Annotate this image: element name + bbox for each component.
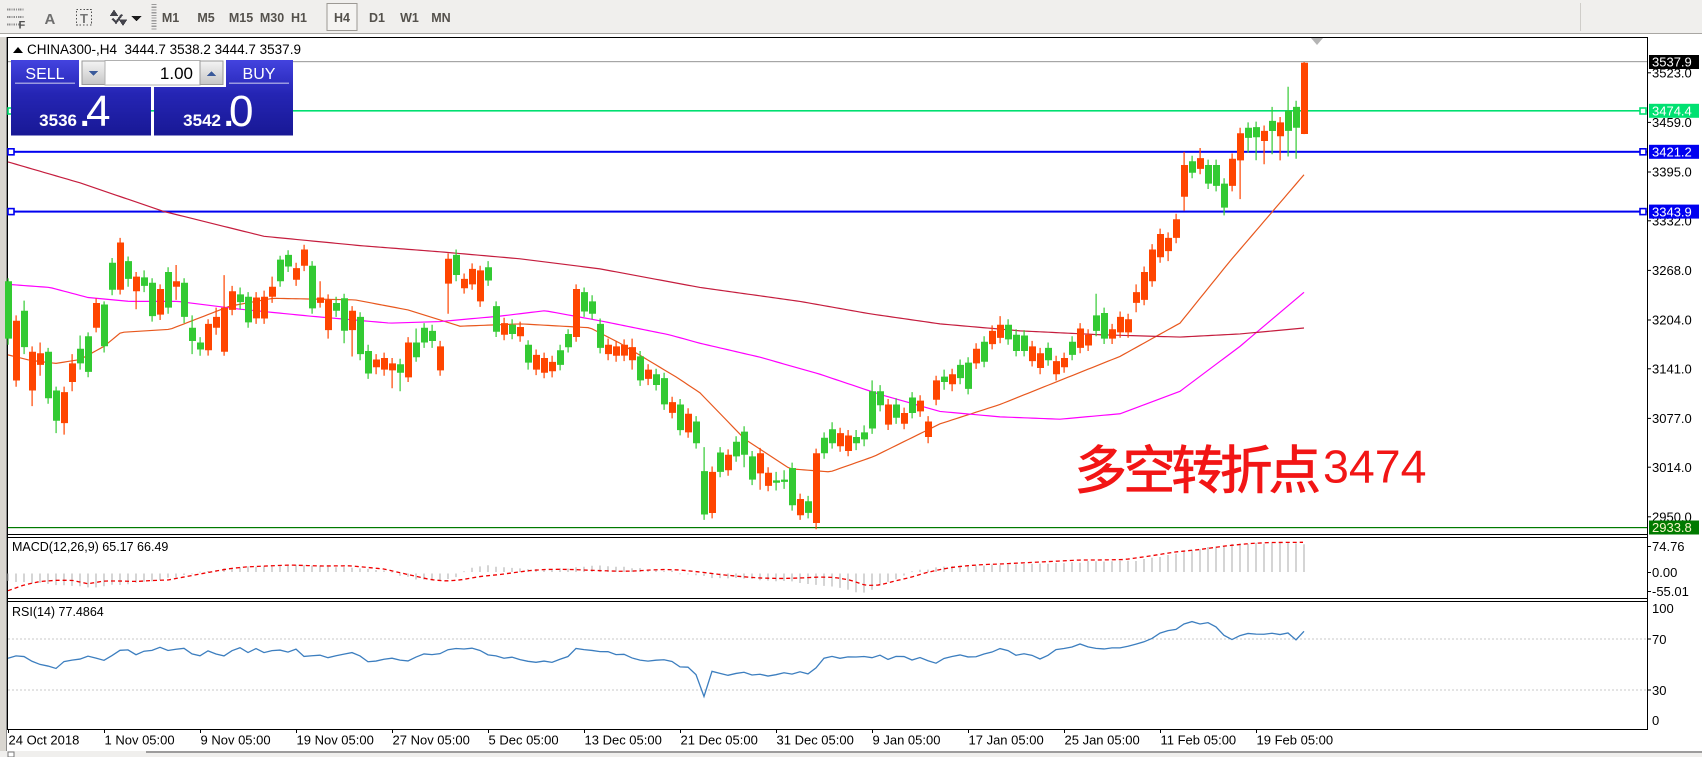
- svg-text:3459.0: 3459.0: [1652, 115, 1692, 130]
- svg-text:19 Nov 05:00: 19 Nov 05:00: [297, 733, 374, 748]
- svg-text:3523.0: 3523.0: [1652, 66, 1692, 81]
- svg-text:1 Nov 05:00: 1 Nov 05:00: [105, 733, 175, 748]
- svg-text:70: 70: [1652, 632, 1666, 647]
- svg-text:CHINA300-,H4 3444.7 3538.2 34: CHINA300-,H4 3444.7 3538.2 3444.7 3537.9: [27, 42, 301, 57]
- svg-text:9 Jan 05:00: 9 Jan 05:00: [873, 733, 941, 748]
- svg-text:1.00: 1.00: [160, 64, 193, 83]
- svg-text:A: A: [45, 11, 56, 28]
- svg-text:3474: 3474: [1323, 441, 1426, 493]
- svg-text:31 Dec 05:00: 31 Dec 05:00: [777, 733, 854, 748]
- svg-text:24 Oct 2018: 24 Oct 2018: [9, 733, 80, 748]
- svg-text:3077.0: 3077.0: [1652, 411, 1692, 426]
- svg-text:3395.0: 3395.0: [1652, 165, 1692, 180]
- svg-text:0: 0: [1652, 713, 1659, 728]
- svg-text:4: 4: [86, 87, 110, 136]
- svg-text:3204.0: 3204.0: [1652, 313, 1692, 328]
- svg-text:19 Feb 05:00: 19 Feb 05:00: [1257, 733, 1334, 748]
- svg-text:3474.4: 3474.4: [1652, 104, 1692, 119]
- svg-text:74.76: 74.76: [1652, 539, 1685, 554]
- svg-text:W1: W1: [400, 11, 419, 25]
- svg-text:RSI(14) 77.4864: RSI(14) 77.4864: [12, 605, 104, 619]
- svg-text:BUY: BUY: [243, 66, 276, 83]
- svg-text:3537.9: 3537.9: [1652, 55, 1692, 70]
- svg-text:.: .: [80, 96, 89, 134]
- svg-text:2933.8: 2933.8: [1652, 520, 1692, 535]
- svg-text:M30: M30: [260, 11, 284, 25]
- svg-text:3542: 3542: [183, 111, 221, 130]
- svg-text:T: T: [80, 11, 88, 26]
- svg-text:9 Nov 05:00: 9 Nov 05:00: [201, 733, 271, 748]
- svg-text:3268.0: 3268.0: [1652, 263, 1692, 278]
- svg-text:F: F: [19, 20, 26, 32]
- svg-text:13 Dec 05:00: 13 Dec 05:00: [585, 733, 662, 748]
- svg-text:30: 30: [1652, 683, 1666, 698]
- svg-text:3141.0: 3141.0: [1652, 362, 1692, 377]
- svg-text:11 Feb 05:00: 11 Feb 05:00: [1161, 733, 1237, 748]
- svg-text:D1: D1: [369, 11, 385, 25]
- svg-text:17 Jan 05:00: 17 Jan 05:00: [969, 733, 1044, 748]
- svg-text:3014.0: 3014.0: [1652, 460, 1692, 475]
- svg-text:100: 100: [1652, 601, 1674, 616]
- svg-text:0.00: 0.00: [1652, 565, 1677, 580]
- svg-text:M5: M5: [197, 11, 214, 25]
- svg-text:21 Dec 05:00: 21 Dec 05:00: [681, 733, 758, 748]
- svg-text:H4: H4: [334, 11, 350, 25]
- svg-text:M1: M1: [162, 11, 179, 25]
- svg-text:MACD(12,26,9) 65.17 66.49: MACD(12,26,9) 65.17 66.49: [12, 540, 168, 554]
- svg-text:3536: 3536: [39, 111, 77, 130]
- svg-text:-55.01: -55.01: [1652, 584, 1689, 599]
- svg-text:M15: M15: [229, 11, 253, 25]
- svg-text:H1: H1: [291, 11, 307, 25]
- svg-text:27 Nov 05:00: 27 Nov 05:00: [393, 733, 470, 748]
- svg-text:3343.9: 3343.9: [1652, 204, 1692, 219]
- svg-text:MN: MN: [431, 11, 450, 25]
- svg-text:SELL: SELL: [25, 66, 64, 83]
- svg-text:0: 0: [229, 87, 253, 136]
- svg-text:.: .: [224, 96, 233, 134]
- svg-text:25 Jan 05:00: 25 Jan 05:00: [1065, 733, 1140, 748]
- svg-text:5 Dec 05:00: 5 Dec 05:00: [489, 733, 559, 748]
- svg-text:3421.2: 3421.2: [1652, 145, 1692, 160]
